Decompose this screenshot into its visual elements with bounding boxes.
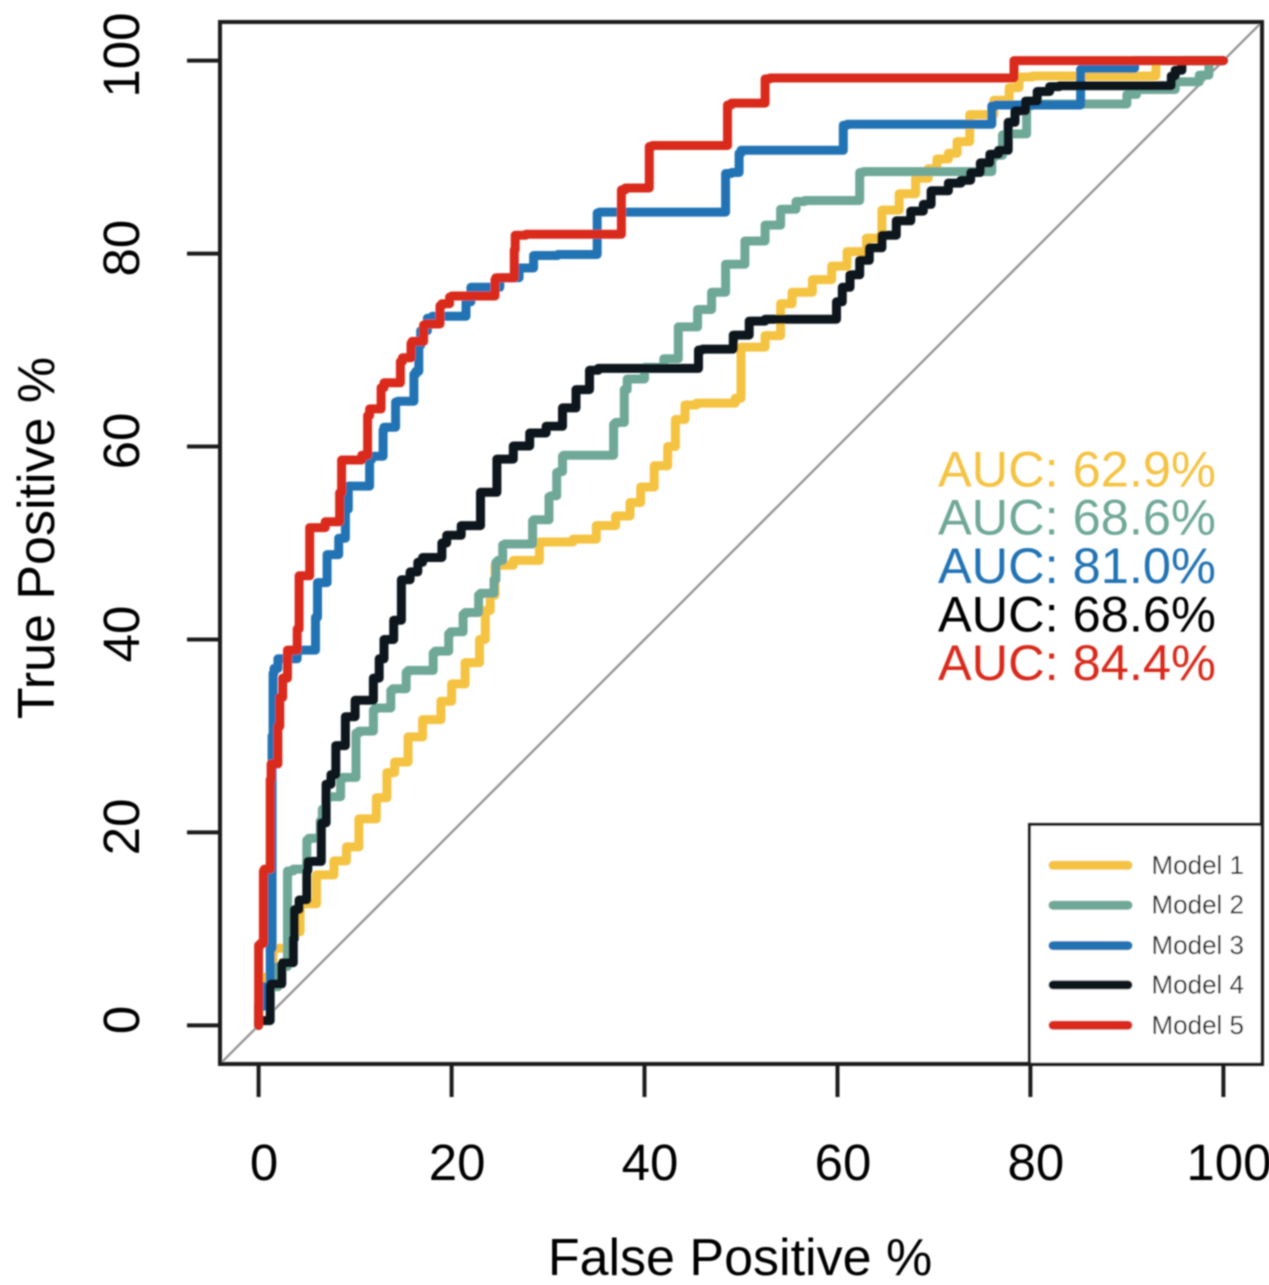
svg-text:0: 0 [93,1006,150,1034]
svg-text:100: 100 [1186,1134,1269,1191]
svg-text:False Positive %: False Positive % [548,1229,932,1280]
svg-text:80: 80 [93,220,150,277]
svg-text:Model 4: Model 4 [1152,969,1245,999]
svg-text:100: 100 [93,13,150,98]
svg-text:0: 0 [250,1134,278,1191]
svg-text:AUC: 84.4%: AUC: 84.4% [938,634,1216,691]
svg-text:40: 40 [622,1134,679,1191]
svg-text:AUC: 68.6%: AUC: 68.6% [938,586,1216,643]
svg-text:AUC: 62.9%: AUC: 62.9% [938,440,1216,497]
svg-text:20: 20 [93,799,150,856]
svg-text:AUC: 81.0%: AUC: 81.0% [938,537,1216,594]
svg-text:Model 3: Model 3 [1152,930,1245,960]
svg-text:Model 2: Model 2 [1152,890,1245,920]
svg-text:Model 1: Model 1 [1152,850,1245,880]
svg-text:AUC: 68.6%: AUC: 68.6% [938,489,1216,546]
svg-text:60: 60 [815,1134,872,1191]
svg-text:True Positive %: True Positive % [8,357,66,719]
svg-text:60: 60 [93,413,150,470]
svg-text:Model 5: Model 5 [1152,1010,1245,1040]
svg-text:20: 20 [429,1134,486,1191]
svg-text:40: 40 [93,606,150,663]
svg-text:80: 80 [1008,1134,1065,1191]
